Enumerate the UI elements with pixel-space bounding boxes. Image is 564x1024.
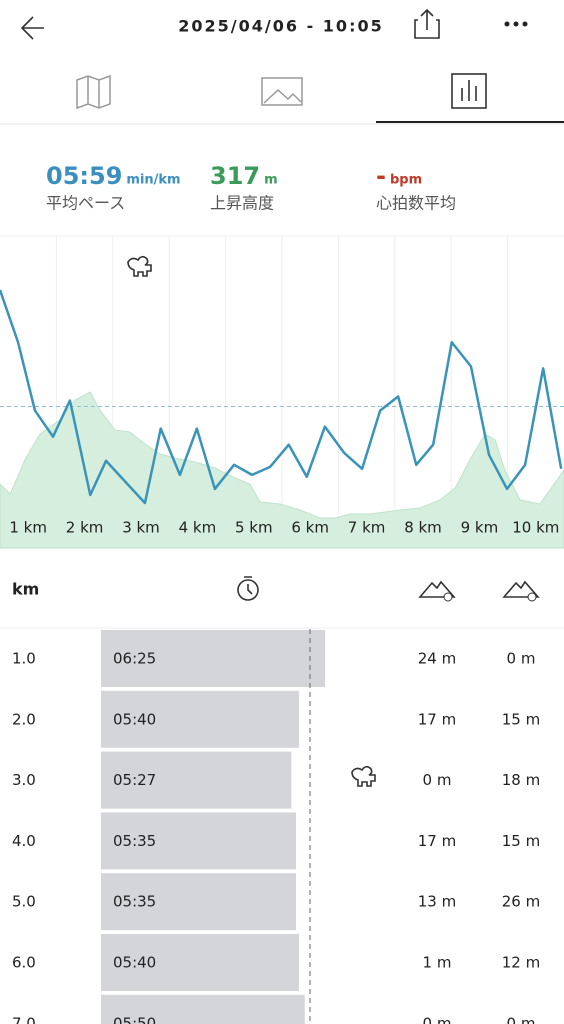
x-tick-label: 7 km [348,519,386,537]
pace-cell: 05:40 [113,954,156,972]
back-button[interactable] [20,16,44,40]
ascent-cell: 13 m [418,893,456,911]
pace-icon [237,576,259,601]
stat-unit: bpm [390,173,422,188]
stat-value: 05:59 [46,162,122,190]
pace-cell: 05:35 [113,893,156,911]
map-tab[interactable] [76,74,111,110]
photo-tab[interactable] [261,77,303,106]
pace-bar [101,690,299,748]
pace-bar [101,994,305,1024]
pace-line [0,289,563,505]
x-tick-label: 5 km [235,519,273,537]
ascent-cell: 0 m [423,771,452,789]
pace-bar [101,751,292,809]
pace-bar [101,873,297,931]
pace-cell: 06:25 [113,650,156,668]
stat-unit: min/km [126,173,180,188]
km-cell: 5.0 [12,893,36,911]
x-tick-label: 8 km [404,519,442,537]
ascent-cell: 0 m [423,1014,452,1024]
x-tick-label: 2 km [66,519,104,537]
more-button[interactable] [504,21,528,27]
descent-cell: 15 m [502,832,540,850]
km-cell: 7.0 [12,1014,36,1024]
descent-cell: 12 m [502,954,540,972]
stat-value: 317 [210,162,260,190]
ascent-cell: 17 m [418,832,456,850]
ascent-cell: 17 m [418,710,456,728]
header-title: 2025/04/06 - 10:05 [178,17,383,36]
descent-icon [502,580,540,602]
elevation-area [0,391,564,549]
share-button[interactable] [414,8,440,39]
stat-unit: m [264,173,278,188]
pace-bar [101,812,297,870]
stat-value: - [376,162,386,190]
pace-cell: 05:40 [113,710,156,728]
stat-label: 心拍数平均 [376,194,456,213]
km-cell: 4.0 [12,832,36,850]
pace-cell: 05:50 [113,1014,156,1024]
km-cell: 2.0 [12,710,36,728]
pace-bar [101,934,299,991]
ascent-icon [418,580,456,602]
pace-bar [101,630,326,687]
pace-cell: 05:27 [113,771,156,789]
km-cell: 3.0 [12,771,36,789]
x-tick-label: 10 km [512,519,559,537]
stat-label: 上昇高度 [210,194,274,213]
ascent-cell: 24 m [418,650,456,668]
stat-label: 平均ペース [46,194,125,213]
x-tick-label: 1 km [9,519,47,537]
x-tick-label: 6 km [291,519,329,537]
x-tick-label: 9 km [461,519,499,537]
rabbit-icon [351,765,376,787]
km-header: km [12,580,39,599]
stats-tab[interactable] [451,73,487,109]
x-tick-label: 3 km [122,519,160,537]
ascent-cell: 1 m [423,954,452,972]
rabbit-icon [127,255,152,277]
km-cell: 6.0 [12,954,36,972]
pace-cell: 05:35 [113,832,156,850]
descent-cell: 0 m [507,650,536,668]
descent-cell: 0 m [507,1014,536,1024]
descent-cell: 26 m [502,893,540,911]
km-cell: 1.0 [12,650,36,668]
descent-cell: 15 m [502,710,540,728]
x-tick-label: 4 km [179,519,217,537]
descent-cell: 18 m [502,771,540,789]
